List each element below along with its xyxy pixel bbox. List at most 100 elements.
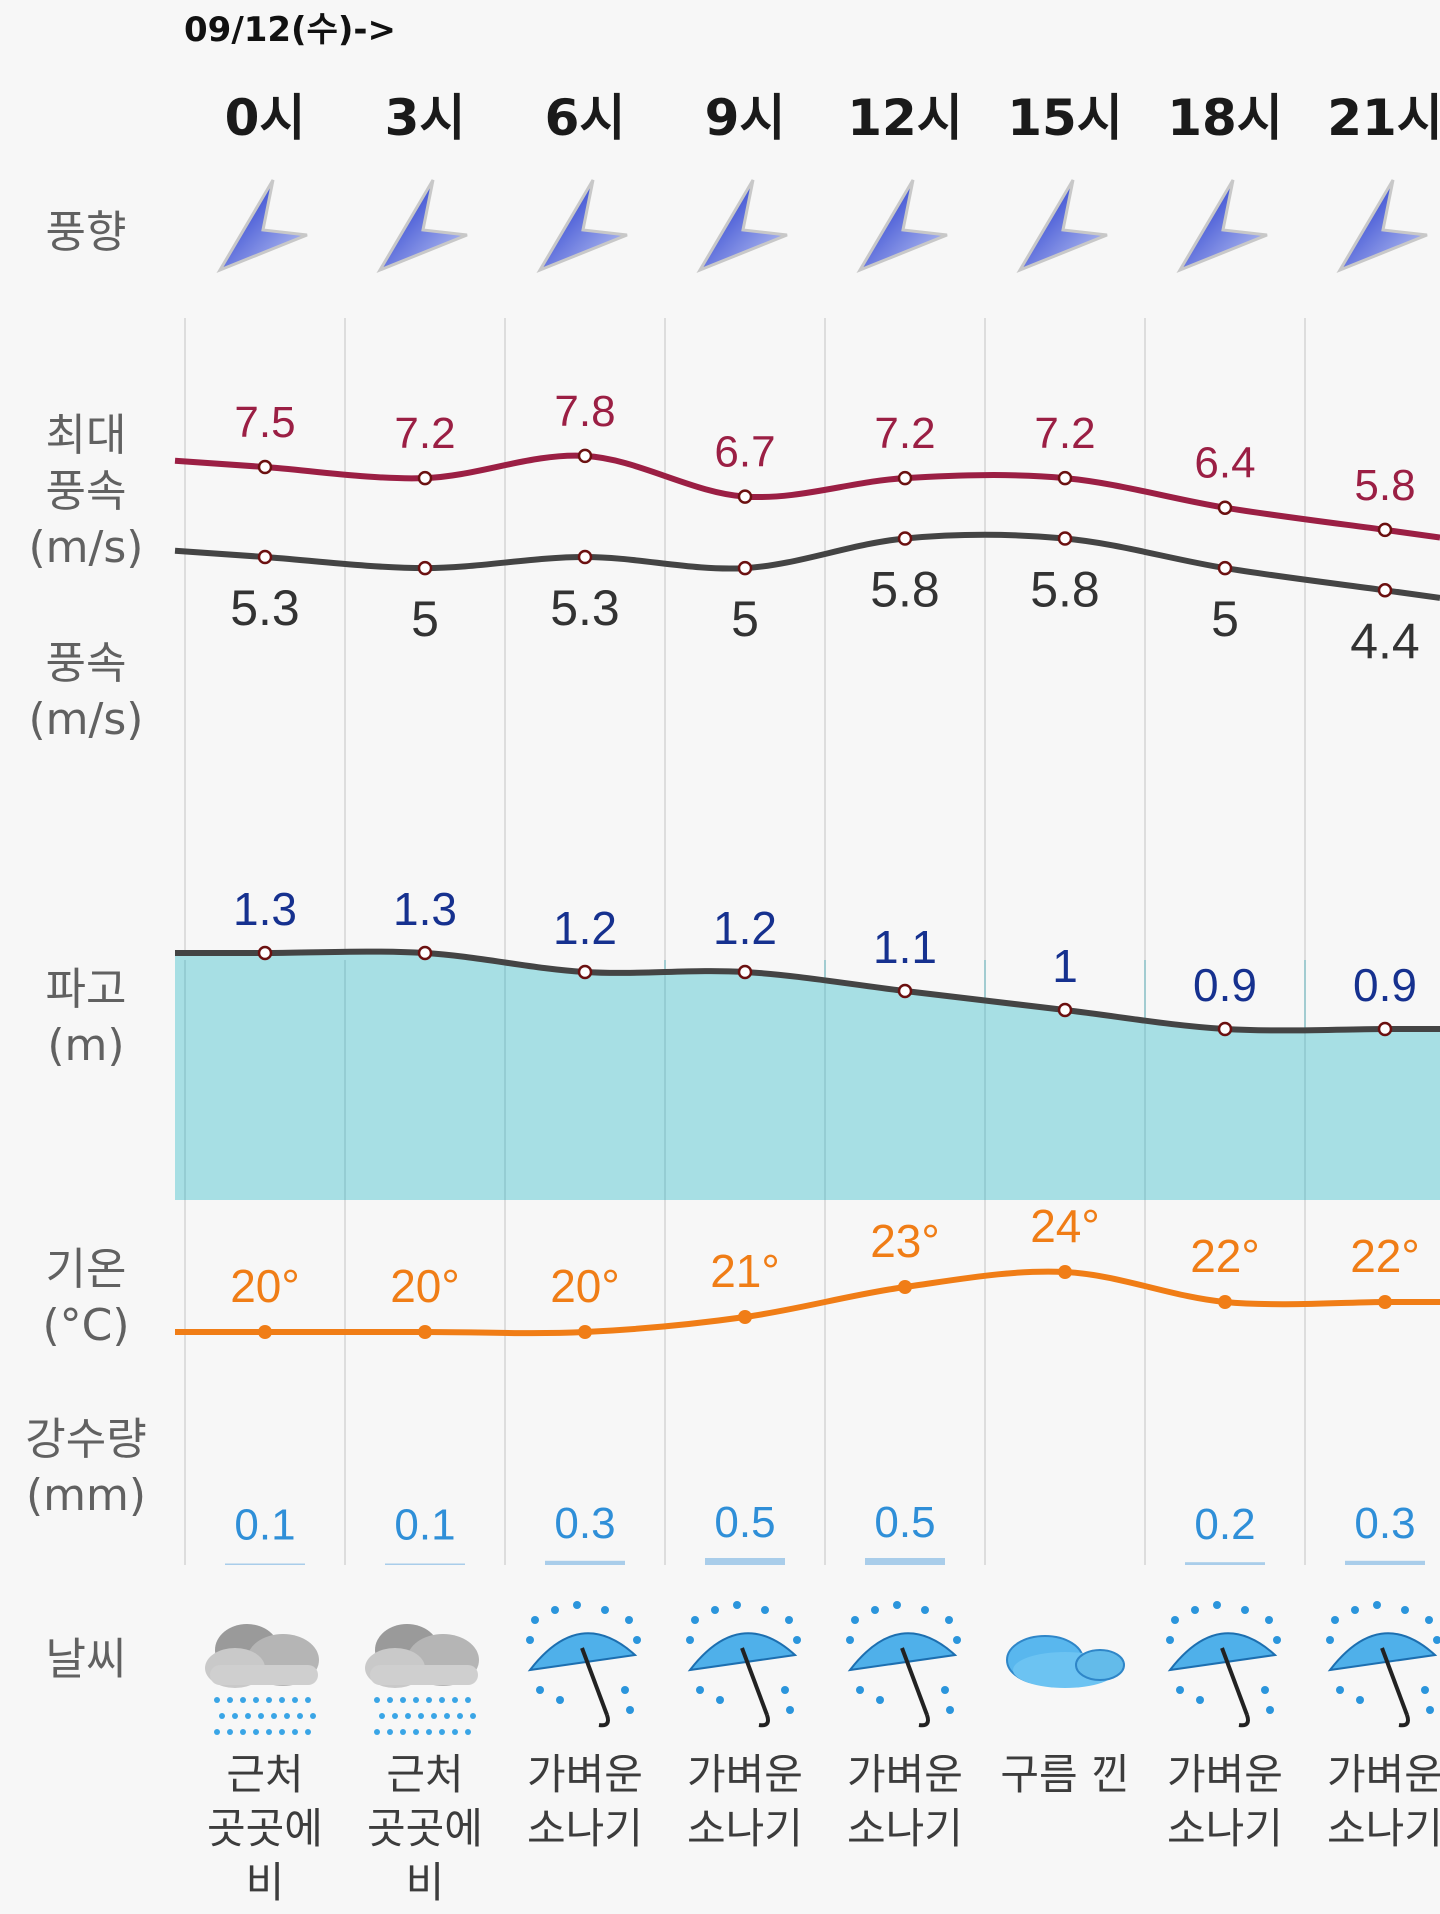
rain-drop — [1273, 1636, 1281, 1644]
rain-drop — [876, 1696, 884, 1704]
temp-data-label: 22° — [1350, 1230, 1420, 1282]
max_wind-point — [577, 448, 593, 464]
rain-data-label: 0.2 — [1194, 1500, 1255, 1549]
umbrella-hook — [1238, 1714, 1250, 1728]
rain-drop — [851, 1616, 859, 1624]
rain-drop — [439, 1697, 445, 1703]
max_wind-point — [1057, 470, 1073, 486]
rain-drop — [551, 1606, 559, 1614]
weather-text: 구름 낀 — [1000, 1750, 1130, 1799]
rain-data-label: 0.1 — [234, 1500, 295, 1549]
hour-label: 0시 — [224, 89, 306, 147]
wave-data-label: 0.9 — [1193, 959, 1257, 1011]
hour-label: 21시 — [1327, 89, 1440, 147]
hour-label: 12시 — [847, 89, 963, 147]
temp-data-label: 23° — [870, 1215, 940, 1267]
rain-drop — [1196, 1696, 1204, 1704]
southwest-wind-arrow — [376, 179, 468, 274]
max_wind-point — [1217, 500, 1233, 515]
wave-point — [1057, 1002, 1073, 1018]
cloud-icon — [1006, 1635, 1125, 1688]
rain-bar — [1185, 1562, 1265, 1565]
rain-drop — [893, 1601, 901, 1609]
rain-drop — [418, 1713, 424, 1719]
rain-drop — [279, 1697, 285, 1703]
temp-point — [738, 1310, 752, 1324]
rain-drop — [400, 1697, 406, 1703]
rain-drop — [1331, 1616, 1339, 1624]
southwest-wind-arrow — [216, 179, 308, 274]
southwest-wind-arrow — [1336, 179, 1428, 274]
cloud-part — [210, 1665, 318, 1685]
rain-bar — [705, 1558, 785, 1565]
rain-drop — [245, 1713, 251, 1719]
temp-data-label: 24° — [1030, 1200, 1100, 1252]
max_wind-point — [417, 470, 433, 486]
rain-drop — [232, 1713, 238, 1719]
wave-point — [897, 983, 913, 999]
rain-data-label: 0.3 — [1354, 1499, 1415, 1548]
rain-drop — [413, 1697, 419, 1703]
rain-drop — [258, 1713, 264, 1719]
rain-drop — [1166, 1636, 1174, 1644]
rain-drop — [953, 1636, 961, 1644]
rain-drop — [621, 1686, 629, 1694]
temp-data-label: 20° — [390, 1260, 460, 1312]
hour-label: 9시 — [704, 89, 786, 147]
rain-drop — [921, 1606, 929, 1614]
umbrella-rain-icon — [526, 1601, 641, 1728]
rain-drop — [470, 1713, 476, 1719]
rain-drop — [400, 1729, 406, 1735]
rain-drop — [297, 1713, 303, 1719]
rain-drop — [871, 1606, 879, 1614]
hour-label: 6시 — [544, 89, 626, 147]
wave-point — [417, 945, 433, 961]
wind-point — [1057, 531, 1073, 546]
southwest-wind-arrow — [856, 179, 948, 274]
rain-drop — [279, 1729, 285, 1735]
rain-cloud-icon — [205, 1624, 319, 1735]
weather-text: 가벼운 소나기 — [527, 1750, 643, 1853]
rain-drop — [392, 1713, 398, 1719]
rain-drop — [284, 1713, 290, 1719]
cloud-part — [1075, 1649, 1125, 1681]
umbrella-hook — [1398, 1714, 1410, 1728]
rain-drop — [945, 1616, 953, 1624]
rain-bar — [385, 1563, 465, 1565]
umbrella-hook — [598, 1714, 610, 1728]
rain-drop — [601, 1606, 609, 1614]
wave-point — [1377, 1021, 1393, 1037]
rain-drop — [941, 1686, 949, 1694]
rain-drop — [405, 1713, 411, 1719]
wave-data-label: 1 — [1052, 940, 1078, 992]
umbrella-handle — [740, 1647, 769, 1716]
rain-drop — [1171, 1616, 1179, 1624]
rain-drop — [1191, 1606, 1199, 1614]
rain-bar — [225, 1563, 305, 1565]
rain-drop — [1266, 1706, 1274, 1714]
rain-data-label: 0.5 — [714, 1498, 775, 1547]
temp-point — [898, 1280, 912, 1294]
rain-drop — [227, 1697, 233, 1703]
row-label-weather: 날씨 — [45, 1634, 127, 1685]
wave-data-label: 1.2 — [713, 902, 777, 954]
rain-drop — [711, 1606, 719, 1614]
row-label-max-wind: 최대 풍속 (m/s) — [28, 410, 144, 573]
rain-bar — [545, 1560, 625, 1565]
wave-point — [577, 964, 593, 980]
max_wind-series-line — [174, 452, 1440, 541]
rain-drop — [240, 1729, 246, 1735]
wind-point — [1217, 560, 1233, 576]
rain-drop — [1326, 1636, 1334, 1644]
rain-drop — [452, 1697, 458, 1703]
wind-data-label: 4.4 — [1350, 613, 1420, 669]
rain-drop — [785, 1616, 793, 1624]
rain-drop — [793, 1636, 801, 1644]
rain-drop — [1241, 1606, 1249, 1614]
max_wind-data-label: 7.2 — [394, 409, 455, 458]
wind-data-label: 5 — [1211, 591, 1239, 647]
rain-drop — [379, 1713, 385, 1719]
wave-point — [1217, 1021, 1233, 1037]
rain-drop — [266, 1697, 272, 1703]
